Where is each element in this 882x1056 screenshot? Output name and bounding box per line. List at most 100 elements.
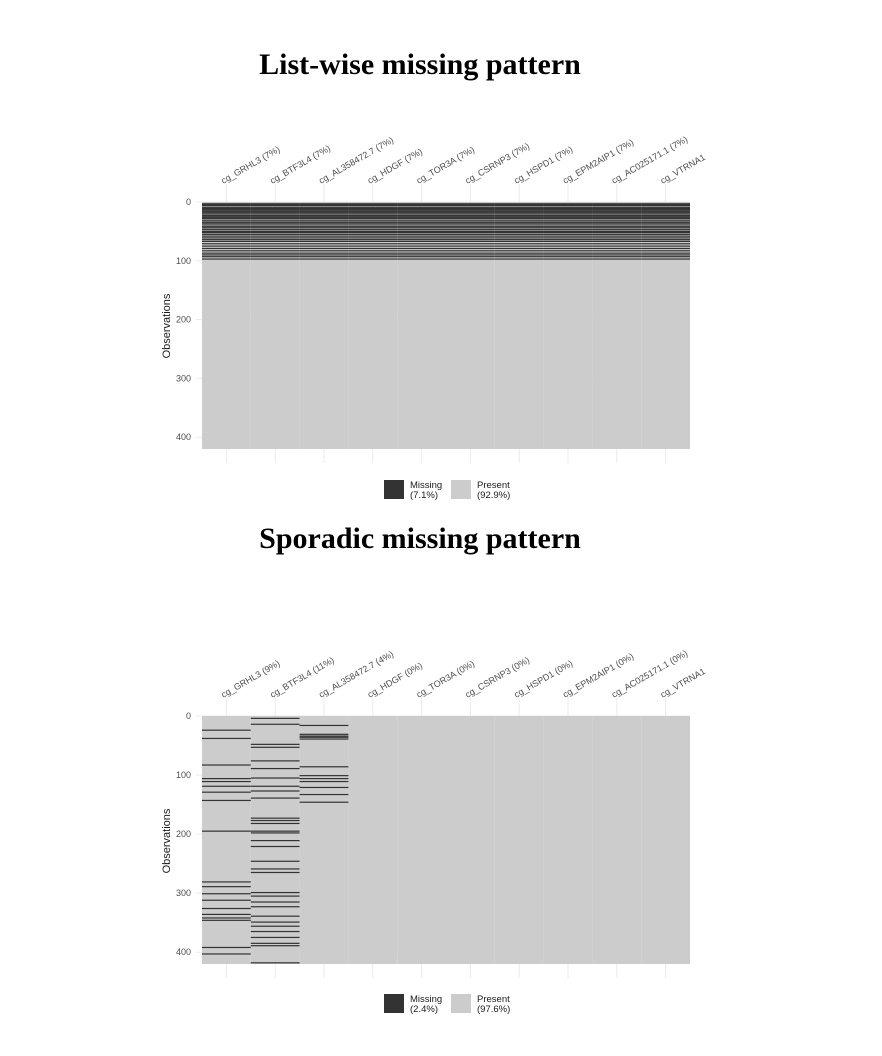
missing-cell bbox=[446, 240, 495, 243]
missing-cell bbox=[543, 233, 593, 235]
missing-cell bbox=[299, 245, 349, 247]
present-tile-col-10 bbox=[641, 716, 690, 964]
missing-cell bbox=[250, 830, 300, 832]
missing-cell bbox=[299, 250, 349, 252]
missing-cell bbox=[250, 221, 300, 223]
missing-cell bbox=[250, 206, 300, 208]
missing-cell bbox=[348, 221, 398, 223]
missing-cell bbox=[543, 258, 593, 260]
missing-cell bbox=[202, 212, 251, 214]
missing-cell bbox=[202, 206, 251, 208]
missing-cell bbox=[494, 226, 544, 228]
missing-cell bbox=[641, 203, 690, 205]
missing-cell bbox=[494, 233, 544, 235]
missing-cell bbox=[348, 258, 398, 260]
missing-cell bbox=[592, 240, 642, 243]
missing-cell bbox=[202, 830, 251, 832]
missing-cell bbox=[250, 723, 300, 725]
y-tick-label: 100 bbox=[176, 770, 191, 780]
missing-cell bbox=[446, 243, 495, 245]
missing-cell bbox=[299, 214, 349, 216]
missing-cell bbox=[250, 906, 300, 908]
missing-cell bbox=[250, 210, 300, 212]
missing-cell bbox=[446, 224, 495, 226]
missing-cell bbox=[348, 227, 398, 229]
missing-cell bbox=[202, 230, 251, 233]
missing-cell bbox=[250, 895, 300, 897]
missing-cell bbox=[494, 254, 544, 256]
missing-cell bbox=[543, 240, 593, 243]
missing-cell bbox=[641, 230, 690, 233]
missing-cell bbox=[592, 254, 642, 256]
missing-cell bbox=[641, 210, 690, 212]
missing-cell bbox=[446, 221, 495, 223]
missing-cell bbox=[397, 216, 446, 218]
missing-cell bbox=[641, 229, 690, 231]
missing-cell bbox=[543, 254, 593, 256]
missing-cell bbox=[250, 819, 300, 822]
missing-cell bbox=[250, 207, 300, 210]
missing-cell bbox=[592, 219, 642, 221]
missing-cell bbox=[494, 215, 544, 217]
missing-cell bbox=[250, 962, 300, 964]
missing-cell bbox=[299, 735, 349, 737]
missing-cell bbox=[543, 214, 593, 216]
missing-cell bbox=[592, 239, 642, 241]
missing-cell bbox=[494, 252, 544, 254]
missing-cell bbox=[250, 233, 300, 235]
y-tick-label: 400 bbox=[176, 432, 191, 442]
missing-cell bbox=[348, 209, 398, 211]
present-tile-col-5 bbox=[397, 716, 446, 964]
missing-cell bbox=[543, 250, 593, 252]
missing-cell bbox=[250, 845, 300, 848]
missing-cell bbox=[348, 207, 398, 210]
missing-cell bbox=[592, 230, 642, 233]
present-tile-col-3 bbox=[299, 716, 349, 964]
missing-cell bbox=[250, 224, 300, 226]
missing-cell bbox=[202, 881, 251, 883]
missing-cell bbox=[202, 886, 251, 888]
missing-cell bbox=[494, 245, 544, 247]
missing-cell bbox=[299, 786, 349, 789]
missing-cell bbox=[446, 206, 495, 208]
present-tile-col-6 bbox=[446, 716, 495, 964]
y-tick-label: 0 bbox=[186, 197, 191, 207]
missing-cell bbox=[202, 203, 251, 205]
missing-cell bbox=[250, 235, 300, 237]
present-tile-col-1 bbox=[202, 716, 251, 964]
missing-cell bbox=[592, 221, 642, 223]
missing-cell bbox=[202, 229, 251, 231]
missing-cell bbox=[202, 258, 251, 260]
missing-cell bbox=[202, 953, 251, 955]
missing-cell bbox=[250, 211, 300, 213]
missing-cell bbox=[543, 206, 593, 208]
missing-cell bbox=[446, 222, 495, 224]
missing-cell bbox=[397, 212, 446, 214]
missing-cell bbox=[641, 221, 690, 223]
missing-cell bbox=[299, 738, 349, 740]
missing-cell bbox=[641, 204, 690, 207]
missing-cell bbox=[641, 231, 690, 234]
missing-cell bbox=[250, 215, 300, 217]
missing-cell bbox=[299, 256, 349, 258]
missing-cell bbox=[299, 203, 349, 205]
missing-cell bbox=[397, 210, 446, 212]
missing-cell bbox=[202, 256, 251, 258]
missing-cell bbox=[641, 215, 690, 217]
missing-cell bbox=[494, 207, 544, 210]
missing-cell bbox=[397, 247, 446, 250]
missing-cell bbox=[641, 247, 690, 250]
missing-cell bbox=[446, 252, 495, 254]
missing-cell bbox=[543, 229, 593, 231]
missing-cell bbox=[543, 204, 593, 207]
missing-cell bbox=[202, 245, 251, 247]
missing-cell bbox=[397, 221, 446, 223]
missing-cell bbox=[446, 227, 495, 229]
missing-cell bbox=[250, 790, 300, 792]
missing-cell bbox=[397, 250, 446, 252]
missing-cell bbox=[641, 237, 690, 239]
missing-cell bbox=[202, 239, 251, 241]
missing-cell bbox=[299, 239, 349, 241]
missing-cell bbox=[494, 250, 544, 252]
